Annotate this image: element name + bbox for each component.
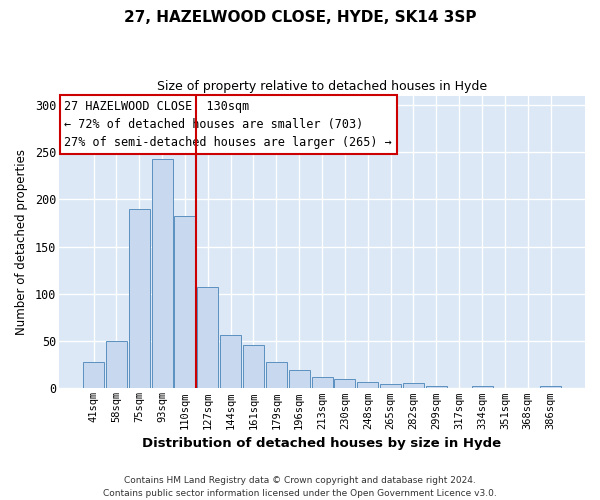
X-axis label: Distribution of detached houses by size in Hyde: Distribution of detached houses by size …: [142, 437, 502, 450]
Y-axis label: Number of detached properties: Number of detached properties: [15, 149, 28, 335]
Bar: [426, 386, 447, 388]
Bar: [334, 379, 355, 388]
Bar: [357, 382, 378, 388]
Text: 27 HAZELWOOD CLOSE: 130sqm
← 72% of detached houses are smaller (703)
27% of sem: 27 HAZELWOOD CLOSE: 130sqm ← 72% of deta…: [64, 100, 392, 149]
Bar: [243, 345, 264, 389]
Bar: [129, 209, 150, 388]
Bar: [311, 377, 332, 388]
Bar: [540, 386, 561, 388]
Bar: [472, 386, 493, 388]
Bar: [403, 382, 424, 388]
Bar: [380, 384, 401, 388]
Bar: [266, 362, 287, 388]
Bar: [83, 362, 104, 388]
Title: Size of property relative to detached houses in Hyde: Size of property relative to detached ho…: [157, 80, 487, 93]
Bar: [106, 341, 127, 388]
Bar: [220, 334, 241, 388]
Bar: [197, 288, 218, 388]
Text: Contains HM Land Registry data © Crown copyright and database right 2024.
Contai: Contains HM Land Registry data © Crown c…: [103, 476, 497, 498]
Bar: [152, 159, 173, 388]
Text: 27, HAZELWOOD CLOSE, HYDE, SK14 3SP: 27, HAZELWOOD CLOSE, HYDE, SK14 3SP: [124, 10, 476, 25]
Bar: [289, 370, 310, 388]
Bar: [175, 216, 196, 388]
